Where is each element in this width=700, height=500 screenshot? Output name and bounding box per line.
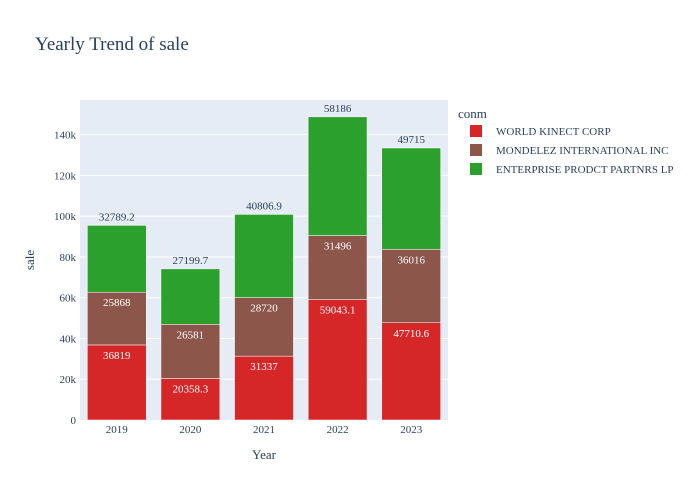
data-label: 47710.6 (393, 328, 429, 340)
x-tick-label: 2023 (400, 424, 423, 436)
y-tick-label: 20k (60, 374, 77, 386)
legend-swatch (470, 144, 482, 156)
data-label: 26581 (177, 329, 205, 341)
x-tick-label: 2020 (179, 424, 202, 436)
y-tick-label: 0 (71, 415, 77, 427)
data-labels: 36819 25868 32789.2 20358.3 26581 27199.7 3133… (99, 103, 430, 396)
data-label: 32789.2 (99, 211, 135, 223)
y-tick-label: 120k (54, 170, 77, 182)
legend-label: ENTERPRISE PRODCT PARTNRS LP (496, 164, 674, 176)
legend-title: conm (458, 106, 487, 121)
y-tick-label: 80k (60, 252, 77, 264)
bar-segment (307, 235, 368, 300)
bar-segment (307, 116, 368, 236)
bar-segment (234, 214, 294, 298)
data-label: 25868 (103, 297, 131, 309)
data-label: 58186 (324, 103, 352, 115)
bar-segment (87, 291, 147, 346)
bar-segment (160, 324, 221, 379)
bar-segment (160, 268, 221, 325)
bars (87, 116, 441, 421)
bar-segment (87, 225, 147, 293)
y-tick-label: 100k (54, 211, 77, 223)
data-label: 36016 (397, 254, 425, 266)
legend-swatch (470, 163, 482, 175)
bar-segment (307, 299, 368, 421)
y-axis-title: sale (22, 250, 37, 270)
legend-label: WORLD KINECT CORP (496, 126, 611, 138)
bar-segment (234, 355, 294, 421)
data-label: 31337 (250, 361, 278, 373)
legend-swatch (470, 125, 482, 137)
data-label: 20358.3 (173, 384, 209, 396)
x-tick-label: 2022 (327, 424, 349, 436)
y-tick-label: 140k (54, 130, 77, 142)
y-tick-label: 40k (60, 333, 77, 345)
chart-title: Yearly Trend of sale (35, 34, 189, 55)
data-label: 40806.9 (246, 200, 282, 212)
legend-label: MONDELEZ INTERNATIONAL INC (496, 145, 669, 157)
bar-segment (160, 378, 221, 421)
x-tick-label: 2021 (253, 424, 275, 436)
data-label: 59043.1 (320, 305, 356, 317)
x-tick-label: 2019 (106, 424, 129, 436)
bar-segment (381, 322, 441, 421)
x-axis-title: Year (252, 447, 277, 462)
data-label: 27199.7 (173, 255, 209, 267)
bar-segment (381, 147, 441, 250)
data-label: 49715 (397, 134, 425, 146)
y-tick-label: 60k (60, 293, 77, 305)
x-axis-ticks: 2019 2020 2021 2022 2023 (106, 424, 423, 436)
y-axis-ticks: 0 20k 40k 60k 80k 100k 120k 140k (54, 130, 77, 427)
legend: conm WORLD KINECT CORP MONDELEZ INTERNATI… (458, 106, 674, 176)
data-label: 36819 (103, 350, 131, 362)
data-label: 31496 (324, 240, 352, 252)
bar-segment (234, 297, 294, 357)
data-label: 28720 (250, 303, 278, 315)
